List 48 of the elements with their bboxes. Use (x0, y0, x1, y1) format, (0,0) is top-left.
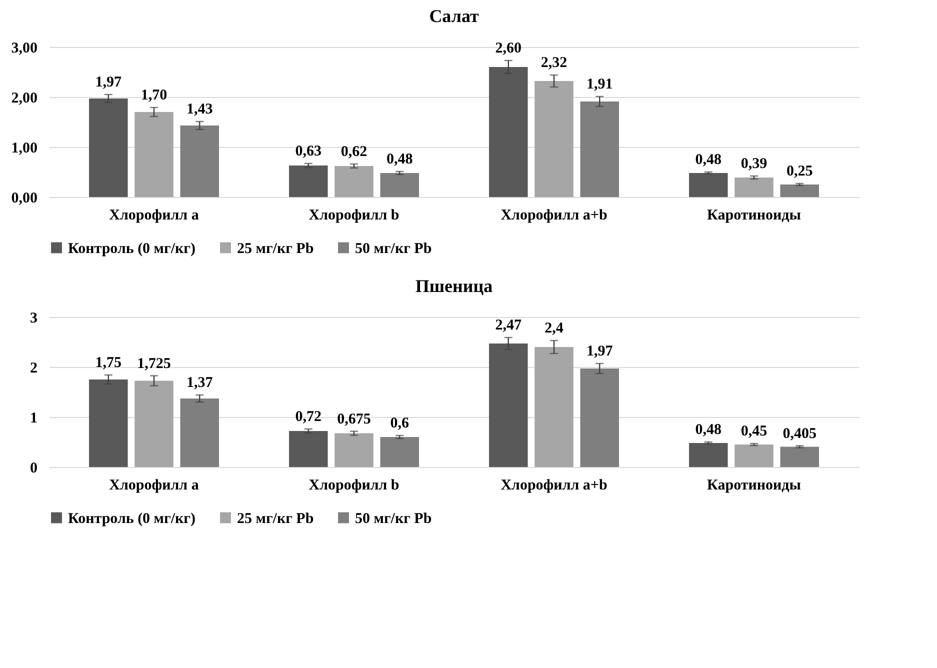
data-label: 2,4 (544, 320, 564, 336)
y-tick-label: 0 (30, 460, 38, 476)
legend-label: 25 мг/кг Pb (237, 240, 314, 257)
data-label: 1,725 (137, 356, 171, 372)
data-label: 2,32 (540, 55, 568, 71)
data-label: 0,405 (782, 426, 816, 442)
data-label: 0,48 (386, 152, 413, 168)
y-tick-label: 3 (30, 310, 38, 326)
legend-label: 25 мг/кг Pb (237, 510, 314, 527)
x-tick-label: Каротиноиды (707, 208, 802, 224)
data-label: 0,675 (337, 411, 371, 428)
data-label: 1,97 (95, 74, 122, 90)
y-tick-label: 0,00 (11, 190, 38, 206)
legend-label: 50 мг/кг Pb (355, 510, 432, 527)
chart-title: Салат (429, 6, 479, 26)
y-tick-label: 2,00 (11, 90, 38, 106)
y-tick-label: 2 (30, 360, 38, 376)
x-tick-label: Хлорофилл a (109, 478, 200, 494)
legend-label: 50 мг/кг Pb (355, 240, 432, 257)
y-tick-label: 1 (30, 410, 38, 426)
chart-title: Пшеница (415, 276, 493, 296)
x-tick-label: Хлорофилл a+b (500, 478, 608, 494)
data-label: 1,43 (186, 102, 213, 118)
data-label: 0,6 (390, 416, 410, 432)
legend-label: Контроль (0 мг/кг) (68, 510, 196, 527)
x-tick-label: Хлорофилл a (109, 208, 200, 224)
x-tick-label: Хлорофилл b (308, 478, 400, 494)
y-tick-label: 1,00 (11, 140, 38, 156)
data-label: 0,72 (295, 409, 322, 425)
data-label: 1,75 (95, 355, 122, 371)
data-label: 0,63 (295, 144, 322, 160)
data-label: 0,39 (740, 156, 768, 172)
data-label: 1,91 (586, 76, 613, 92)
data-label: 1,70 (140, 88, 168, 104)
data-label: 0,25 (786, 164, 813, 180)
x-tick-label: Каротиноиды (707, 478, 802, 494)
data-label: 2,60 (495, 40, 522, 56)
data-label: 0,48 (695, 152, 722, 168)
x-tick-label: Хлорофилл a+b (500, 208, 608, 224)
data-label: 0,45 (740, 424, 768, 440)
data-label: 1,37 (186, 375, 214, 391)
x-tick-label: Хлорофилл b (308, 208, 400, 224)
legend-label: Контроль (0 мг/кг) (68, 240, 196, 257)
data-label: 2,47 (495, 318, 522, 334)
data-label: 0,48 (695, 422, 722, 438)
data-label: 1,97 (586, 344, 614, 360)
data-label: 0,62 (340, 144, 368, 160)
y-tick-label: 3,00 (11, 40, 38, 56)
